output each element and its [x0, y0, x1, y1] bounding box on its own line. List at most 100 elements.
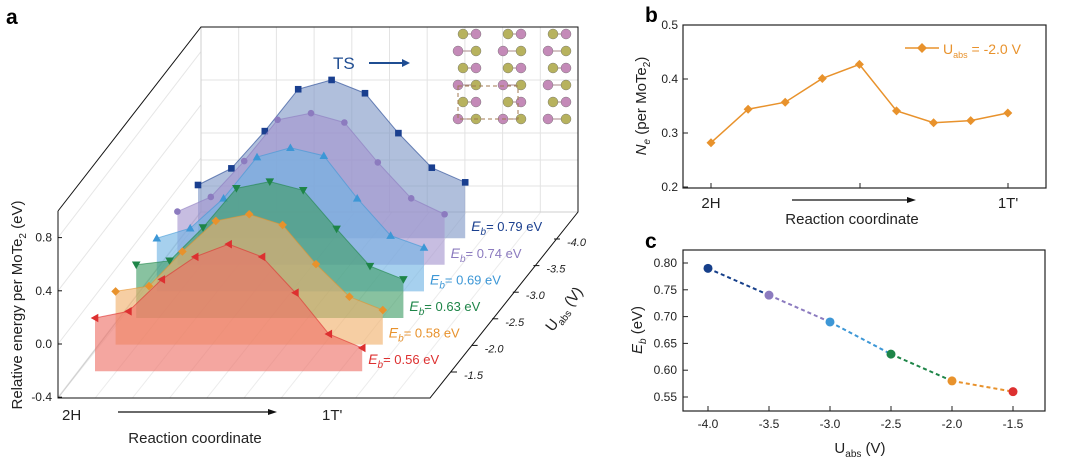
marker-diamond [817, 73, 827, 83]
panel-b-legend: Uabs = -2.0 V [905, 41, 1022, 60]
marker-circle [407, 195, 415, 202]
marker-triangle-down [165, 257, 174, 266]
x-tick-label: -4.0 [698, 417, 719, 431]
marker-square [461, 179, 469, 186]
y-tick-label: 0.65 [654, 336, 678, 350]
marker-diamond [378, 305, 388, 315]
marker-diamond [780, 97, 790, 107]
ts-label: TS [333, 54, 355, 73]
panel-a-xlabel: Reaction coordinate [128, 430, 261, 447]
curve-area [95, 244, 363, 372]
marker-circle [374, 159, 382, 166]
crystal-structure-inset [452, 28, 572, 125]
gridline [57, 104, 202, 292]
marker-triangle-up [252, 152, 262, 161]
atom [560, 28, 572, 40]
marker-circle [307, 109, 315, 117]
panel-a-zlabel: Uabs (V) [542, 284, 589, 337]
atom [502, 62, 514, 74]
marker-triangle-up [386, 231, 395, 239]
marker-diamond [706, 138, 716, 148]
panel-c-series [703, 263, 1018, 397]
atom [497, 45, 509, 57]
panel-b-axes-box [682, 24, 1047, 189]
panel-c-ticks: 0.80 0.75 0.70 0.65 0.60 0.55 -4.0 -3.5 -3.0 -2.5… [654, 256, 1024, 431]
marker-triangle-down [298, 187, 308, 195]
marker-square [395, 129, 402, 137]
marker-diamond [929, 118, 939, 128]
marker-diamond [311, 259, 321, 269]
marker-triangle-up [152, 233, 162, 242]
marker-square [261, 127, 269, 135]
eb-label: Eb= 0.56 eV [368, 351, 439, 371]
atom [515, 28, 527, 40]
marker-triangle-left [224, 239, 232, 249]
data-point [886, 349, 896, 359]
marker-triangle-down [198, 224, 208, 232]
marker-triangle-left [324, 329, 333, 339]
eb-label: Eb= 0.69 eV [430, 271, 501, 291]
x-tick-label: -2.5 [881, 417, 902, 431]
y-tick-label: 0.2 [661, 180, 678, 194]
eb-value: = 0.63 eV [424, 299, 480, 314]
marker-circle [207, 193, 215, 201]
atom [542, 79, 554, 91]
marker-triangle-down [365, 262, 375, 271]
atom [560, 79, 572, 91]
atom [547, 62, 559, 74]
marker-diamond [892, 106, 901, 116]
panel-c-ylabel: Eb (eV) [629, 306, 649, 354]
panel-c-xlabel: Uabs (V) [834, 440, 885, 460]
marker-triangle-left [257, 252, 266, 262]
ts-arrow [369, 59, 410, 67]
unit-cell [457, 85, 519, 120]
legend-label: Uabs = -2.0 V [943, 41, 1022, 60]
atom [457, 96, 469, 108]
marker-circle [441, 210, 448, 218]
marker-triangle-up [419, 243, 429, 251]
curve-u-1.5: Eb= 0.56 eV [90, 239, 439, 372]
marker-square [194, 181, 202, 189]
y-tick-label: 0.5 [661, 18, 678, 32]
marker-diamond [278, 220, 287, 230]
eb-subscript: b [378, 360, 384, 371]
panel-a-x-end-label: 1T' [322, 407, 343, 424]
z-tick-label: -3.5 [546, 264, 566, 276]
marker-circle [274, 116, 281, 124]
y-tick-label: 0.75 [654, 283, 678, 297]
marker-triangle-up [319, 151, 329, 160]
y-tick-label: 0.55 [654, 390, 678, 404]
marker-triangle-down [131, 261, 141, 270]
eb-value: = 0.69 eV [445, 272, 501, 287]
panel-b-x-start-label: 2H [701, 195, 720, 212]
marker-triangle-left [124, 307, 132, 316]
atom [560, 113, 572, 125]
marker-diamond [966, 116, 976, 126]
marker-diamond [111, 287, 120, 296]
panel-c-axes-box [682, 249, 1046, 412]
marker-triangle-up [286, 143, 295, 152]
atom [547, 28, 559, 40]
atom [502, 28, 514, 40]
marker-triangle-left [157, 275, 166, 284]
dashed-segment [951, 379, 1014, 393]
panel-b-series [706, 59, 1013, 148]
panel-a-ylabel: Relative energy per MoTe2 (eV) [9, 201, 29, 410]
eb-subscript: b [439, 280, 445, 291]
eb-symbol: E [368, 351, 378, 367]
panel-letter-c: c [645, 230, 657, 253]
gridline [392, 211, 542, 399]
atom [515, 45, 527, 57]
y-tick-label: 0.80 [654, 256, 678, 270]
y-tick-label: 0.3 [661, 126, 678, 140]
gridline [57, 157, 202, 345]
panel-b-xlabel: Reaction coordinate [785, 211, 918, 228]
marker-triangle-left [357, 343, 366, 353]
atom [452, 45, 464, 57]
data-point [764, 290, 774, 300]
marker-triangle-left [190, 252, 199, 262]
dashed-segment [890, 353, 953, 382]
panel-a-frame [57, 26, 579, 399]
